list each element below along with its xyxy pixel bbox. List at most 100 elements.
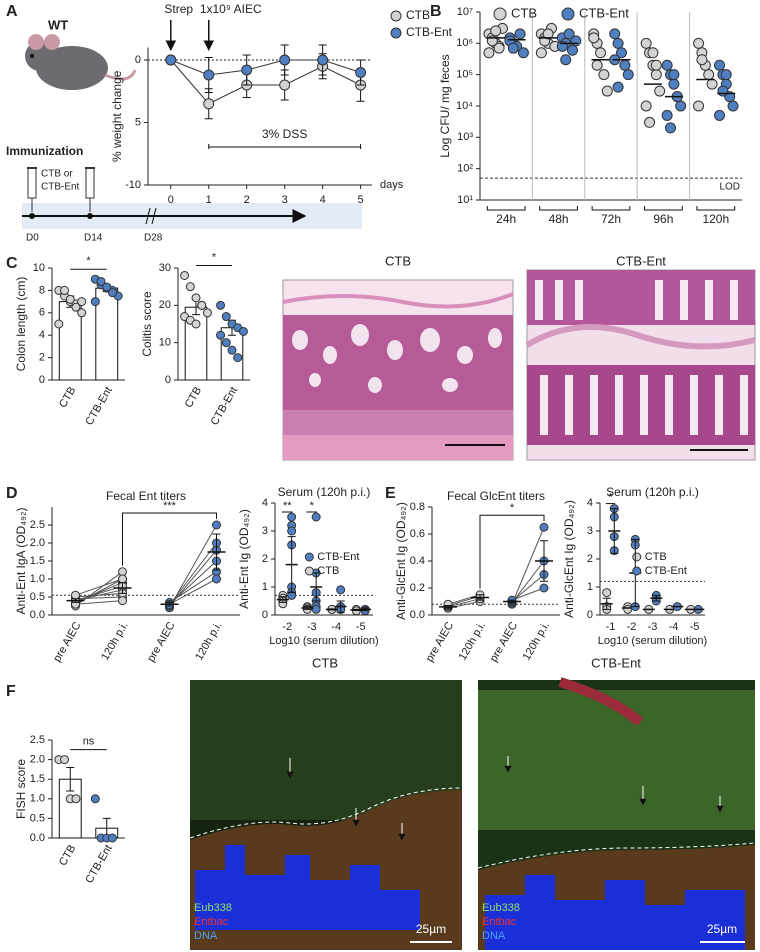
legend-marker (632, 552, 642, 562)
timeline-break (151, 207, 157, 225)
significance-label: * (86, 255, 91, 267)
data-point (185, 282, 195, 292)
x-tick-label: 24h (496, 212, 516, 226)
data-point (54, 319, 64, 329)
x-tick-label: 120h p.i. (521, 620, 552, 663)
syringe (27, 167, 37, 212)
panel-label: A (6, 3, 18, 20)
data-point (202, 308, 212, 318)
data-point (90, 297, 100, 307)
data-point (693, 37, 705, 49)
y-axis-label: FISH score (14, 759, 28, 819)
y-tick-label: 3 (587, 525, 593, 537)
x-tick-label: 96h (653, 212, 673, 226)
stain-label: Entbac (482, 916, 517, 928)
data-point (640, 100, 652, 112)
error-bar (278, 596, 287, 603)
data-point (102, 282, 112, 292)
data-point (612, 37, 624, 49)
data-point (118, 596, 127, 606)
x-tick-label: 120h p.i. (457, 620, 488, 663)
x-tick-label: pre AIEC (145, 620, 177, 664)
error-bar (476, 594, 484, 601)
x-tick-label: CTB (57, 385, 78, 410)
data-point (595, 47, 607, 59)
y-axis-label: % weight change (110, 70, 124, 162)
pair-line (447, 598, 481, 608)
y-tick-label: 2.5 (30, 519, 45, 531)
category-bracket (644, 206, 683, 211)
data-point (714, 59, 726, 71)
legend-label: CTB-Ent (317, 551, 359, 563)
y-tick-label: 10⁴ (456, 100, 473, 112)
x-tick-label: CTB (183, 385, 204, 410)
data-point (60, 285, 70, 295)
data-point (623, 604, 633, 614)
day-label: D14 (84, 233, 103, 244)
x-tick-label: -4 (669, 621, 679, 633)
y-tick-label: 10 (159, 337, 171, 349)
y-tick-label: 10 (33, 262, 45, 274)
data-point (96, 276, 106, 286)
error-bar (212, 533, 221, 571)
error-bar (71, 598, 80, 603)
y-tick-label: 1.0 (30, 573, 45, 585)
x-tick-label: 48h (549, 212, 569, 226)
data-point (483, 47, 495, 59)
histology-image (282, 279, 514, 461)
data-point (668, 69, 680, 81)
series-line (170, 59, 361, 105)
data-point (221, 312, 231, 322)
y-tick-label: 1 (262, 581, 268, 593)
data-point (644, 116, 656, 128)
error-bar (327, 608, 336, 611)
significance-label: * (212, 251, 217, 263)
data-point (563, 28, 575, 40)
significance-label: *** (163, 500, 177, 512)
x-tick-label: -2 (282, 621, 292, 633)
data-point (203, 98, 215, 110)
lod-label: LOD (719, 182, 740, 193)
data-point (640, 37, 652, 49)
pair-line (511, 560, 545, 604)
y-tick-label: 8 (39, 284, 45, 296)
chart-title: Serum (120h p.i.) (606, 485, 699, 499)
y-tick-label: 5 (135, 116, 141, 128)
data-point (539, 522, 549, 532)
data-point (493, 42, 505, 54)
y-tick-label: 0.6 (410, 528, 425, 540)
timeline-break (145, 207, 151, 225)
data-point (517, 47, 529, 59)
y-tick-label: 2.0 (30, 754, 45, 766)
error-bar (602, 597, 611, 610)
x-tick-label: 120h p.i. (193, 620, 224, 663)
y-axis-label: Colitis score (140, 291, 154, 357)
data-point (609, 28, 621, 40)
x-tick-label: CTB-Ent (83, 843, 114, 886)
data-point (233, 353, 243, 363)
y-axis-label: Log CFU/ mg feces (438, 54, 452, 157)
data-point (566, 44, 578, 56)
error-bar (66, 766, 75, 792)
legend-marker (632, 566, 642, 576)
y-tick-label: 10⁵ (456, 69, 473, 81)
data-point (714, 109, 726, 121)
series-line (170, 59, 361, 76)
fish-image (477, 677, 756, 950)
x-tick-label: 0 (168, 194, 174, 206)
data-point (622, 69, 634, 81)
y-tick-label: 4 (587, 497, 593, 509)
data-point (216, 300, 226, 310)
y-axis-label: Colon length (cm) (14, 277, 28, 372)
y-tick-label: 2.0 (30, 537, 45, 549)
data-point (539, 583, 549, 593)
pair-line (169, 578, 217, 605)
x-tick-label: -3 (648, 621, 658, 633)
data-point (191, 293, 201, 303)
error-bar (610, 508, 619, 554)
timeline-dot (87, 213, 93, 219)
error-bar (312, 572, 321, 602)
legend-label: CTB-Ent (579, 5, 629, 20)
data-point (619, 59, 631, 71)
